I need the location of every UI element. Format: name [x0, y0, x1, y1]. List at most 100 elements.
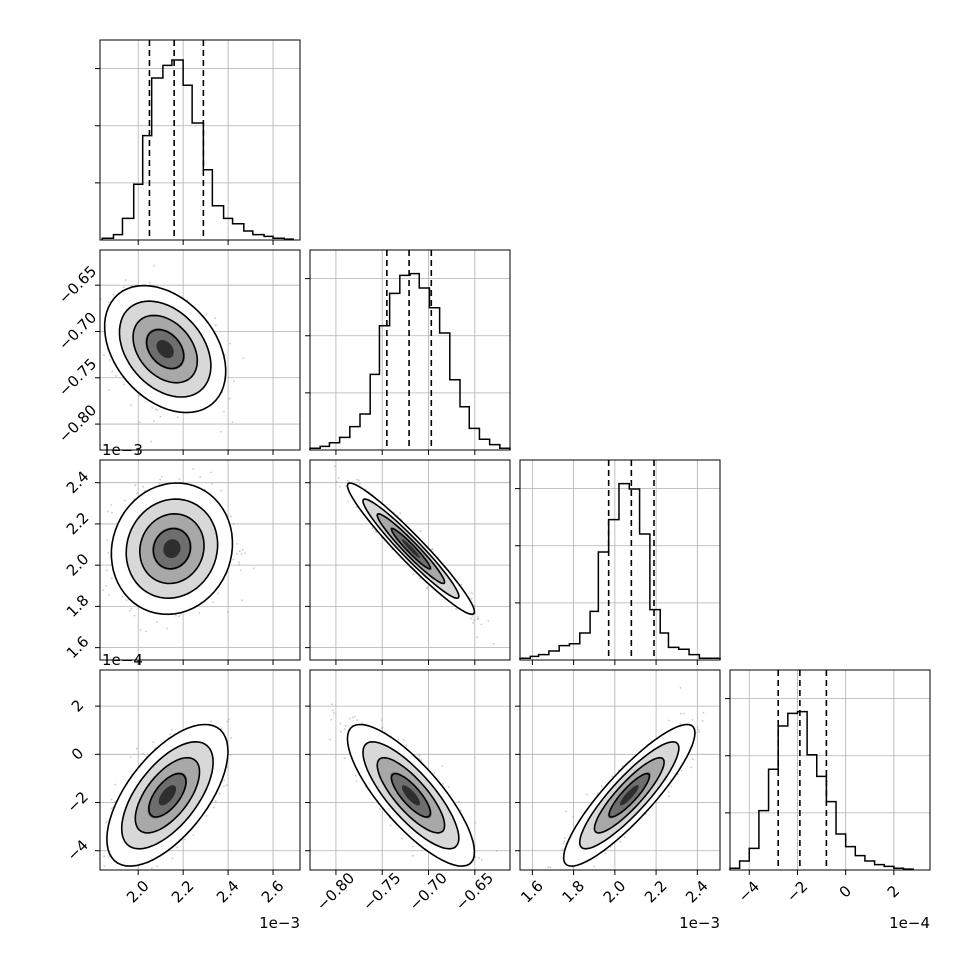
sample-point — [217, 593, 219, 595]
sample-point — [184, 839, 186, 841]
sample-point — [157, 409, 159, 411]
sample-point — [111, 808, 113, 810]
sample-point — [142, 486, 144, 488]
sample-point — [333, 712, 335, 714]
hist-panel-2 — [515, 460, 720, 660]
scatter-panel-3-0 — [98, 670, 300, 897]
sample-point — [253, 567, 255, 569]
sample-point — [139, 421, 141, 423]
sample-point — [219, 793, 221, 795]
sample-point — [206, 313, 208, 315]
scatter-panel-2-0 — [87, 457, 300, 660]
sample-point — [477, 618, 479, 620]
sample-point — [420, 530, 422, 532]
sample-point — [97, 520, 99, 522]
sample-point — [175, 615, 177, 617]
sample-point — [332, 710, 334, 712]
sample-point — [233, 559, 235, 561]
sample-point — [390, 825, 392, 827]
sample-point — [150, 441, 152, 443]
sample-point — [230, 516, 232, 518]
sample-point — [172, 857, 174, 859]
sample-point — [103, 855, 105, 857]
sample-point — [108, 877, 110, 879]
sample-point — [192, 468, 194, 470]
sample-point — [356, 719, 358, 721]
sample-point — [123, 286, 125, 288]
sample-point — [151, 407, 153, 409]
histogram-steps — [730, 712, 913, 870]
sample-point — [356, 780, 358, 782]
sample-point — [226, 721, 228, 723]
sample-point — [206, 815, 208, 817]
hist-panel-0 — [95, 40, 300, 240]
sample-point — [336, 481, 338, 483]
sample-point — [426, 587, 428, 589]
sample-point — [441, 765, 443, 767]
sample-point — [102, 589, 104, 591]
panel-frame — [310, 250, 510, 450]
sample-point — [115, 375, 117, 377]
sample-point — [159, 479, 161, 481]
sample-point — [241, 599, 243, 601]
sample-point — [111, 799, 113, 801]
scatter-panel-2-1 — [310, 460, 523, 667]
sample-point — [358, 479, 360, 481]
sample-point — [140, 629, 142, 631]
sample-point — [159, 483, 161, 485]
sample-point — [193, 834, 195, 836]
sample-point — [223, 786, 225, 788]
sample-point — [111, 504, 113, 506]
panel-content — [98, 670, 300, 897]
sample-point — [98, 871, 100, 873]
panel-frame — [100, 40, 300, 240]
sample-point — [212, 601, 214, 603]
sample-point — [354, 716, 356, 718]
sample-point — [356, 507, 358, 509]
sample-point — [214, 317, 216, 319]
sample-point — [470, 618, 472, 620]
sample-point — [156, 621, 158, 623]
histogram-steps — [102, 60, 293, 240]
sample-point — [221, 490, 223, 492]
sample-point — [226, 784, 228, 786]
sample-point — [474, 822, 476, 824]
sample-point — [239, 564, 241, 566]
sample-point — [108, 389, 110, 391]
sample-point — [213, 807, 215, 809]
sample-point — [215, 324, 217, 326]
sample-point — [412, 573, 414, 575]
sample-point — [111, 371, 113, 373]
sample-point — [124, 500, 126, 502]
sample-point — [108, 301, 110, 303]
sample-point — [340, 731, 342, 733]
sample-point — [493, 643, 495, 645]
sample-point — [239, 550, 241, 552]
sample-point — [171, 729, 173, 731]
sample-point — [334, 465, 336, 467]
sample-point — [105, 585, 107, 587]
sample-point — [227, 611, 229, 613]
sample-point — [114, 784, 116, 786]
histogram-steps — [520, 484, 720, 660]
sample-point — [229, 398, 231, 400]
sample-point — [481, 624, 483, 626]
sample-point — [134, 615, 136, 617]
sample-point — [471, 598, 473, 600]
sample-point — [108, 594, 110, 596]
sample-point — [153, 741, 155, 743]
sample-point — [87, 499, 89, 501]
sample-point — [105, 822, 107, 824]
sample-point — [228, 718, 230, 720]
sample-point — [123, 383, 125, 385]
sample-point — [154, 265, 156, 267]
sample-point — [210, 472, 212, 474]
sample-point — [210, 721, 212, 723]
sample-point — [472, 615, 474, 617]
panel-frame — [520, 460, 720, 660]
sample-point — [229, 343, 231, 345]
sample-point — [126, 599, 128, 601]
sample-point — [131, 608, 133, 610]
panel-content — [71, 250, 300, 450]
panel-frame — [730, 670, 930, 870]
